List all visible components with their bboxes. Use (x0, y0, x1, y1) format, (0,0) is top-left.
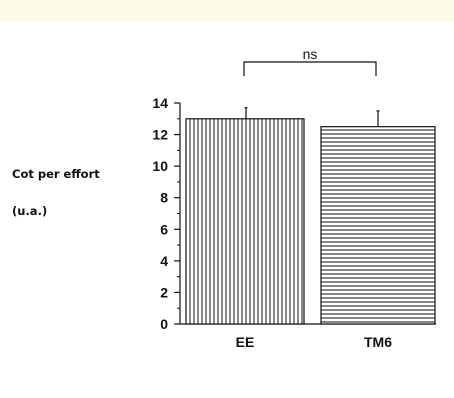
y-tick-label-6: 6 (160, 221, 168, 237)
bar-tm6 (320, 126, 436, 325)
y-tick-label-8: 8 (160, 190, 168, 206)
x-tick-label-tm6: TM6 (364, 334, 392, 350)
significance-annotation: ns (243, 46, 377, 76)
y-tick-label-2: 2 (160, 284, 168, 300)
bar-ee (185, 118, 305, 325)
top-band (0, 0, 454, 22)
y-tick-label-12: 12 (152, 127, 168, 143)
y-tick-label-14: 14 (152, 95, 168, 111)
significance-label: ns (303, 46, 318, 62)
bars: EE TM6 (185, 118, 436, 350)
x-tick-label-ee: EE (236, 334, 255, 350)
y-tick-label-0: 0 (160, 316, 168, 332)
y-axis-label-line-1: Cot per effort (12, 167, 100, 181)
y-tick-label-4: 4 (160, 253, 168, 269)
y-tick-label-10: 10 (152, 158, 168, 174)
y-axis-label-line-2: (u.a.) (12, 204, 48, 218)
error-bars (244, 107, 380, 127)
significance-bracket (243, 61, 377, 76)
